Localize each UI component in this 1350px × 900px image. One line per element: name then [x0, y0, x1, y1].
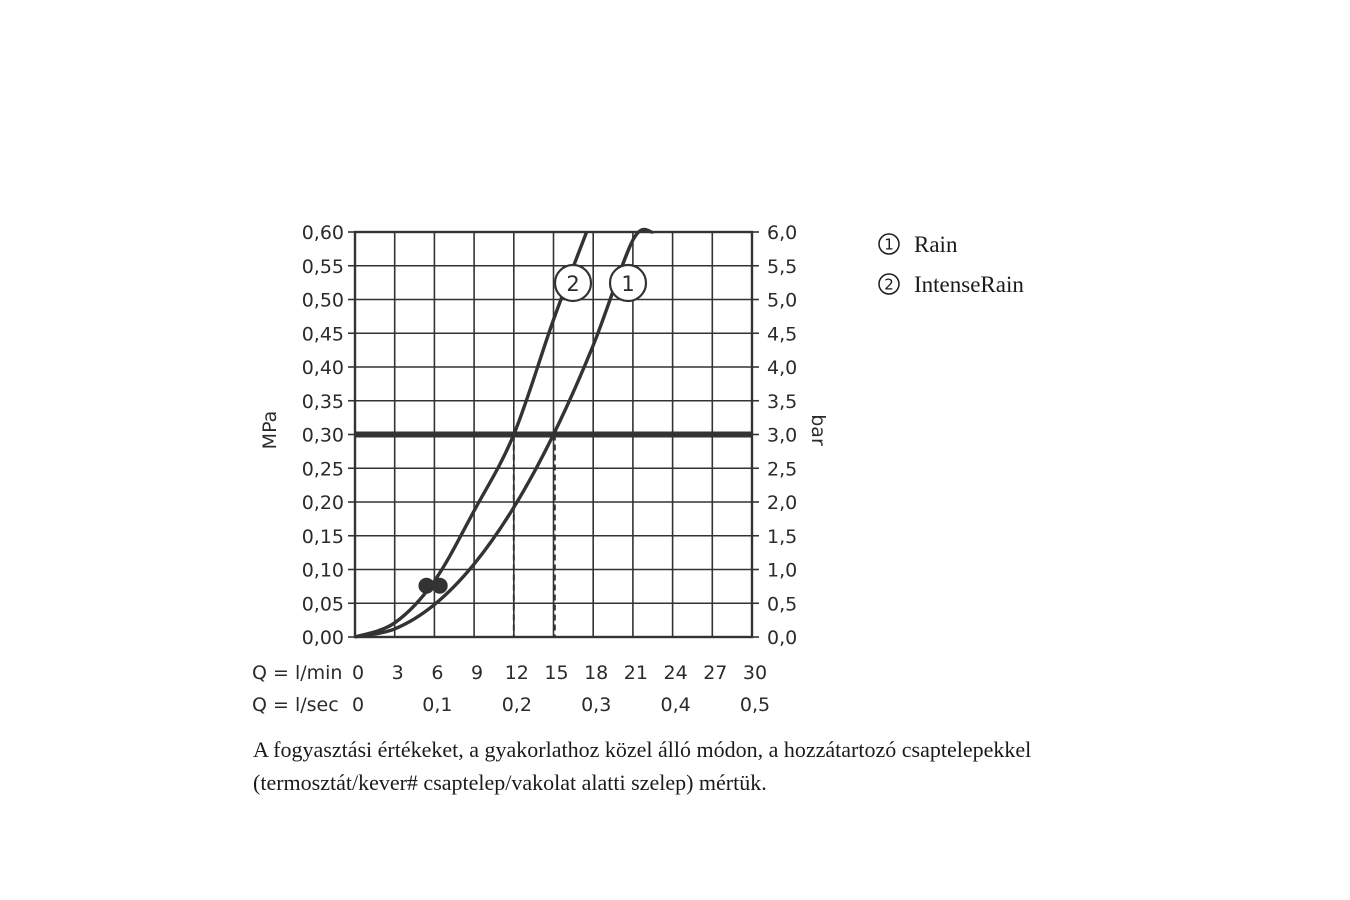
x-tick-label-row-1: 30	[743, 662, 767, 684]
caption: A fogyasztási értékeket, a gyakorlathoz …	[253, 733, 1153, 799]
x-tick-label-row-1: 18	[584, 662, 608, 684]
series-1-marker-label: 1	[621, 272, 634, 296]
caption-line-1: A fogyasztási értékeket, a gyakorlathoz …	[253, 737, 1032, 762]
y-tick-label-left: 0,25	[302, 458, 344, 480]
y-tick-label-right: 4,0	[767, 357, 797, 379]
legend-number-1: 1	[884, 236, 894, 254]
y-tick-label-right: 6,0	[767, 222, 797, 244]
series-1-marker-circle	[608, 263, 648, 303]
tick-label-layer: 0,00 0,00,05 0,50,10 1,00,15 1,50,20 2,00,25 2…	[252, 222, 797, 716]
series-2-marker-label: 2	[566, 272, 579, 296]
x-tick-label-row-2: 0,1	[422, 694, 452, 716]
y-tick-label-left: 0,20	[302, 492, 344, 514]
y-tick-label-left: 0,05	[302, 593, 344, 615]
series-2-dot	[418, 577, 435, 594]
y-tick-label-left: 0,15	[302, 526, 344, 548]
y-tick-label-left: 0,60	[302, 222, 344, 244]
x-axis-title-row-2: Q = l/sec	[252, 694, 339, 716]
y-tick-label-right: 2,0	[767, 492, 797, 514]
x-tick-label-row-1: 9	[471, 662, 483, 684]
y-tick-label-right: 5,0	[767, 290, 797, 312]
y-axis-title-left: MPa	[259, 411, 281, 450]
y-tick-label-right: 5,5	[767, 256, 797, 278]
y-tick-label-right: 0,5	[767, 593, 797, 615]
legend-label-2: IntenseRain	[914, 272, 1024, 297]
x-tick-label-row-2: 0,2	[502, 694, 532, 716]
x-tick-label-row-2: 0,4	[660, 694, 690, 716]
y-tick-label-left: 0,00	[302, 627, 344, 649]
legend-number-2: 2	[884, 276, 894, 294]
legend-marker-1	[878, 233, 900, 255]
legend-marker-2	[878, 273, 900, 295]
y-tick-label-left: 0,40	[302, 357, 344, 379]
y-tick-label-left: 0,45	[302, 323, 344, 345]
series-2-line	[354, 231, 589, 639]
legend-label-1: Rain	[914, 232, 958, 257]
x-tick-label-row-2: 0	[352, 694, 364, 716]
y-tick-label-right: 2,5	[767, 458, 797, 480]
x-tick-label-row-1: 15	[544, 662, 568, 684]
caption-line-2: (termosztát/kever# csaptelep/vakolat ala…	[253, 770, 767, 795]
x-tick-label-row-1: 24	[664, 662, 688, 684]
y-axis-title-right: bar	[807, 414, 829, 446]
y-tick-label-left: 0,35	[302, 391, 344, 413]
x-tick-label-row-1: 27	[703, 662, 727, 684]
y-tick-label-left: 0,55	[302, 256, 344, 278]
series-2-marker-circle	[553, 263, 593, 303]
series-layer: 12	[354, 227, 654, 639]
x-axis-title-row-1: Q = l/min	[252, 662, 342, 684]
legend: 1 Rain 2 IntenseRain	[878, 232, 1024, 297]
y-tick-label-left: 0,30	[302, 425, 344, 447]
y-tick-label-right: 4,5	[767, 323, 797, 345]
y-tick-label-left: 0,10	[302, 560, 344, 582]
x-tick-label-row-1: 12	[505, 662, 529, 684]
x-tick-label-row-2: 0,3	[581, 694, 611, 716]
x-tick-label-row-1: 0	[352, 662, 364, 684]
y-tick-label-right: 1,5	[767, 526, 797, 548]
x-tick-label-row-1: 21	[624, 662, 648, 684]
y-tick-label-right: 3,0	[767, 425, 797, 447]
y-tick-label-right: 0,0	[767, 627, 797, 649]
y-tick-label-right: 3,5	[767, 391, 797, 413]
y-tick-label-right: 1,0	[767, 560, 797, 582]
x-tick-label-row-1: 3	[392, 662, 404, 684]
x-tick-label-row-1: 6	[431, 662, 443, 684]
x-tick-label-row-2: 0,5	[740, 694, 770, 716]
y-tick-label-left: 0,50	[302, 290, 344, 312]
